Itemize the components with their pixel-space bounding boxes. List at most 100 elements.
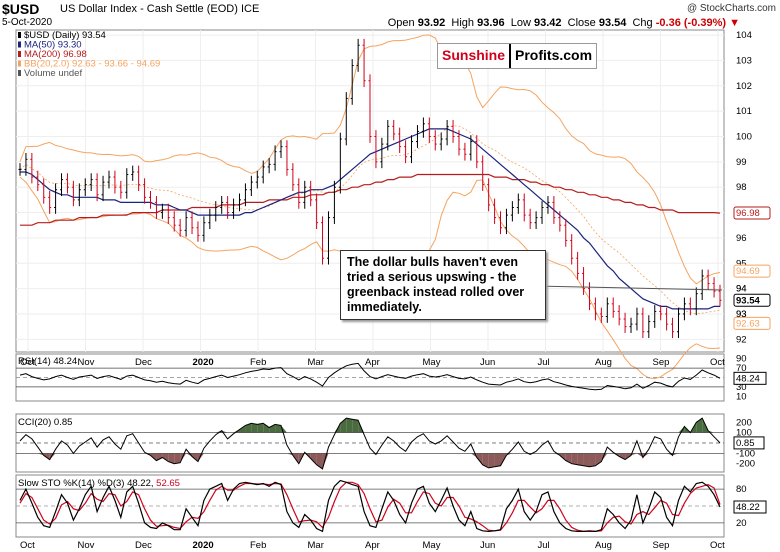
sto-value-box — [733, 500, 767, 514]
legend-entry: BB(20,2.0) 92.63 - 93.66 - 94.69 — [24, 59, 160, 70]
cci-fill-negative — [162, 453, 169, 462]
x-tick-label-bottom: Nov — [78, 540, 95, 551]
open-value: 93.92 — [417, 17, 446, 29]
rsi-y-tick: 90 — [736, 354, 747, 365]
y-tick-label: 94 — [736, 284, 747, 295]
x-tick-label: Feb — [250, 357, 266, 368]
x-tick-label-bottom: Mar — [308, 540, 324, 551]
logo-part2: Profits.com — [509, 44, 597, 68]
cci-fill-negative — [589, 453, 596, 467]
cci-fill-negative — [197, 453, 204, 462]
x-tick-label-bottom: Jul — [538, 540, 550, 551]
legend-entry: MA(50) 93.30 — [24, 40, 82, 51]
price-tag: 96.98 — [736, 208, 760, 219]
cci-value-box — [733, 436, 765, 450]
cci-fill-negative — [494, 453, 501, 467]
cci-fill-negative — [583, 453, 590, 467]
x-tick-label: Jun — [480, 357, 495, 368]
y-tick-label: 99 — [736, 157, 747, 168]
legend-entry: $USD (Daily) 93.54 — [24, 30, 106, 41]
cci-fill-negative — [571, 453, 578, 465]
cci-y-tick: -100 — [736, 448, 755, 459]
watermark: @ StockCharts.com — [686, 3, 776, 14]
chg-label: Chg — [632, 17, 653, 29]
ma50-line — [20, 128, 720, 310]
x-tick-label-bottom: Feb — [250, 540, 266, 551]
cci-fill-positive — [352, 419, 359, 433]
x-tick-label: Dec — [135, 357, 152, 368]
price-tag: 94.69 — [736, 266, 760, 277]
sto-y-tick: 20 — [736, 518, 747, 529]
rsi-value-tag: 48.24 — [736, 373, 760, 384]
sto-value-tag: 48.22 — [736, 502, 760, 513]
annotation-box: The dollar bulls haven't even tried a se… — [340, 250, 546, 320]
cci-fill-negative — [310, 453, 317, 465]
price-tag: 94 — [736, 284, 747, 295]
panel-frame-0 — [15, 29, 725, 353]
close-value: 93.54 — [598, 17, 627, 29]
x-tick-label-bottom: Jun — [480, 540, 495, 551]
y-tick-label: 102 — [736, 81, 752, 92]
sto-legend: Slow STO %K(14) %D(3) 48.22, 52.65 — [18, 478, 180, 489]
x-tick-label: Aug — [595, 357, 612, 368]
price-tag-box — [733, 316, 771, 330]
y-tick-label: 98 — [736, 182, 747, 193]
rsi-y-tick: 30 — [736, 382, 747, 393]
low-label: Low — [510, 17, 531, 29]
x-tick-label: Oct — [20, 357, 35, 368]
cci-fill-negative — [631, 453, 637, 456]
legend-swatch — [18, 60, 21, 67]
legend-entry: Volume undef — [24, 68, 82, 79]
bb-middle-line — [19, 125, 721, 315]
legend-swatch — [18, 51, 21, 57]
x-tick-label-bottom: Apr — [365, 540, 380, 551]
x-tick-label: Sep — [653, 357, 670, 368]
cci-fill-negative — [322, 453, 329, 469]
high-value: 93.96 — [477, 17, 505, 29]
cci-fill-positive — [239, 425, 246, 433]
down-arrow-icon: ▼ — [729, 17, 740, 29]
x-tick-label-bottom: Oct — [20, 540, 35, 551]
cci-fill-negative — [577, 453, 584, 466]
x-tick-label: Apr — [365, 357, 380, 368]
cci-value-tag: 0.85 — [736, 438, 755, 449]
cci-fill-positive — [334, 423, 341, 433]
symbol-description: US Dollar Index - Cash Settle (EOD) ICE — [60, 3, 260, 15]
high-label: High — [451, 17, 475, 29]
x-tick-label-bottom: Aug — [595, 540, 612, 551]
cci-fill-positive — [269, 424, 276, 433]
cci-fill-positive — [346, 418, 353, 433]
cci-fill-positive — [245, 423, 252, 433]
annotation-pointer — [533, 285, 723, 291]
x-tick-label-bottom: Dec — [135, 540, 152, 551]
cci-fill-negative — [601, 453, 608, 462]
cci-fill-positive — [275, 424, 282, 433]
legend-swatch — [18, 41, 21, 48]
legend-swatch — [18, 70, 21, 76]
chg-value: -0.36 (-0.39%) — [655, 17, 727, 29]
cci-fill-negative — [286, 453, 293, 456]
cci-y-tick: -200 — [736, 459, 755, 470]
cci-fill-negative — [316, 453, 323, 469]
x-tick-label: Oct — [710, 357, 725, 368]
rsi-legend: RSI(14) 48.24 — [18, 356, 77, 367]
cci-fill-negative — [488, 453, 495, 468]
cci-fill-negative — [672, 453, 679, 456]
x-tick-label: Jul — [538, 357, 550, 368]
cci-fill-negative — [168, 453, 175, 464]
cci-y-tick: 200 — [736, 417, 752, 428]
cci-fill-positive — [263, 423, 270, 433]
y-tick-label: 100 — [736, 131, 752, 142]
x-tick-label: Nov — [78, 357, 95, 368]
cci-fill-positive — [257, 423, 264, 433]
cci-legend: CCI(20) 0.85 — [18, 417, 72, 428]
low-value: 93.42 — [533, 17, 562, 29]
sunshine-profits-logo: Sunshine Profits.com — [437, 43, 598, 69]
cci-fill-negative — [595, 453, 602, 466]
ma200-line — [20, 173, 721, 226]
y-tick-label: 93 — [736, 309, 747, 320]
price-tag-box — [733, 264, 771, 278]
y-tick-label: 104 — [736, 30, 752, 41]
close-label: Close — [567, 17, 596, 29]
cci-fill-positive — [340, 418, 347, 433]
